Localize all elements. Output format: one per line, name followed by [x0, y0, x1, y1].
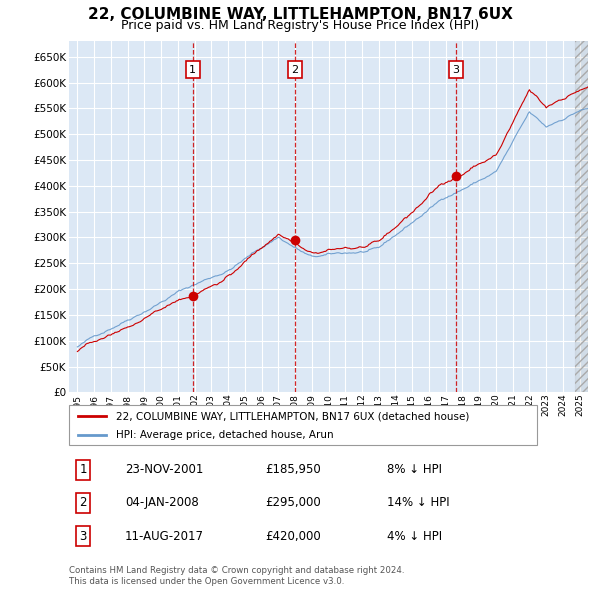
Text: Price paid vs. HM Land Registry's House Price Index (HPI): Price paid vs. HM Land Registry's House … [121, 19, 479, 32]
Text: 22, COLUMBINE WAY, LITTLEHAMPTON, BN17 6UX (detached house): 22, COLUMBINE WAY, LITTLEHAMPTON, BN17 6… [116, 411, 469, 421]
Bar [575, 41, 588, 392]
Text: 1: 1 [190, 65, 196, 75]
Text: 3: 3 [452, 65, 460, 75]
FancyBboxPatch shape [69, 405, 537, 445]
Text: Contains HM Land Registry data © Crown copyright and database right 2024.
This d: Contains HM Land Registry data © Crown c… [69, 566, 404, 586]
Text: £420,000: £420,000 [266, 529, 322, 543]
Text: 04-JAN-2008: 04-JAN-2008 [125, 496, 199, 510]
Text: £185,950: £185,950 [266, 463, 322, 477]
Text: 4% ↓ HPI: 4% ↓ HPI [387, 529, 442, 543]
Text: 8% ↓ HPI: 8% ↓ HPI [387, 463, 442, 477]
Text: 3: 3 [79, 529, 87, 543]
Text: 23-NOV-2001: 23-NOV-2001 [125, 463, 203, 477]
Text: 14% ↓ HPI: 14% ↓ HPI [387, 496, 450, 510]
Text: HPI: Average price, detached house, Arun: HPI: Average price, detached house, Arun [116, 430, 334, 440]
Text: 22, COLUMBINE WAY, LITTLEHAMPTON, BN17 6UX: 22, COLUMBINE WAY, LITTLEHAMPTON, BN17 6… [88, 7, 512, 22]
Text: £295,000: £295,000 [266, 496, 322, 510]
Text: 2: 2 [292, 65, 299, 75]
Text: 2: 2 [79, 496, 87, 510]
Text: 11-AUG-2017: 11-AUG-2017 [125, 529, 204, 543]
Bar [575, 41, 588, 392]
Text: 1: 1 [79, 463, 87, 477]
